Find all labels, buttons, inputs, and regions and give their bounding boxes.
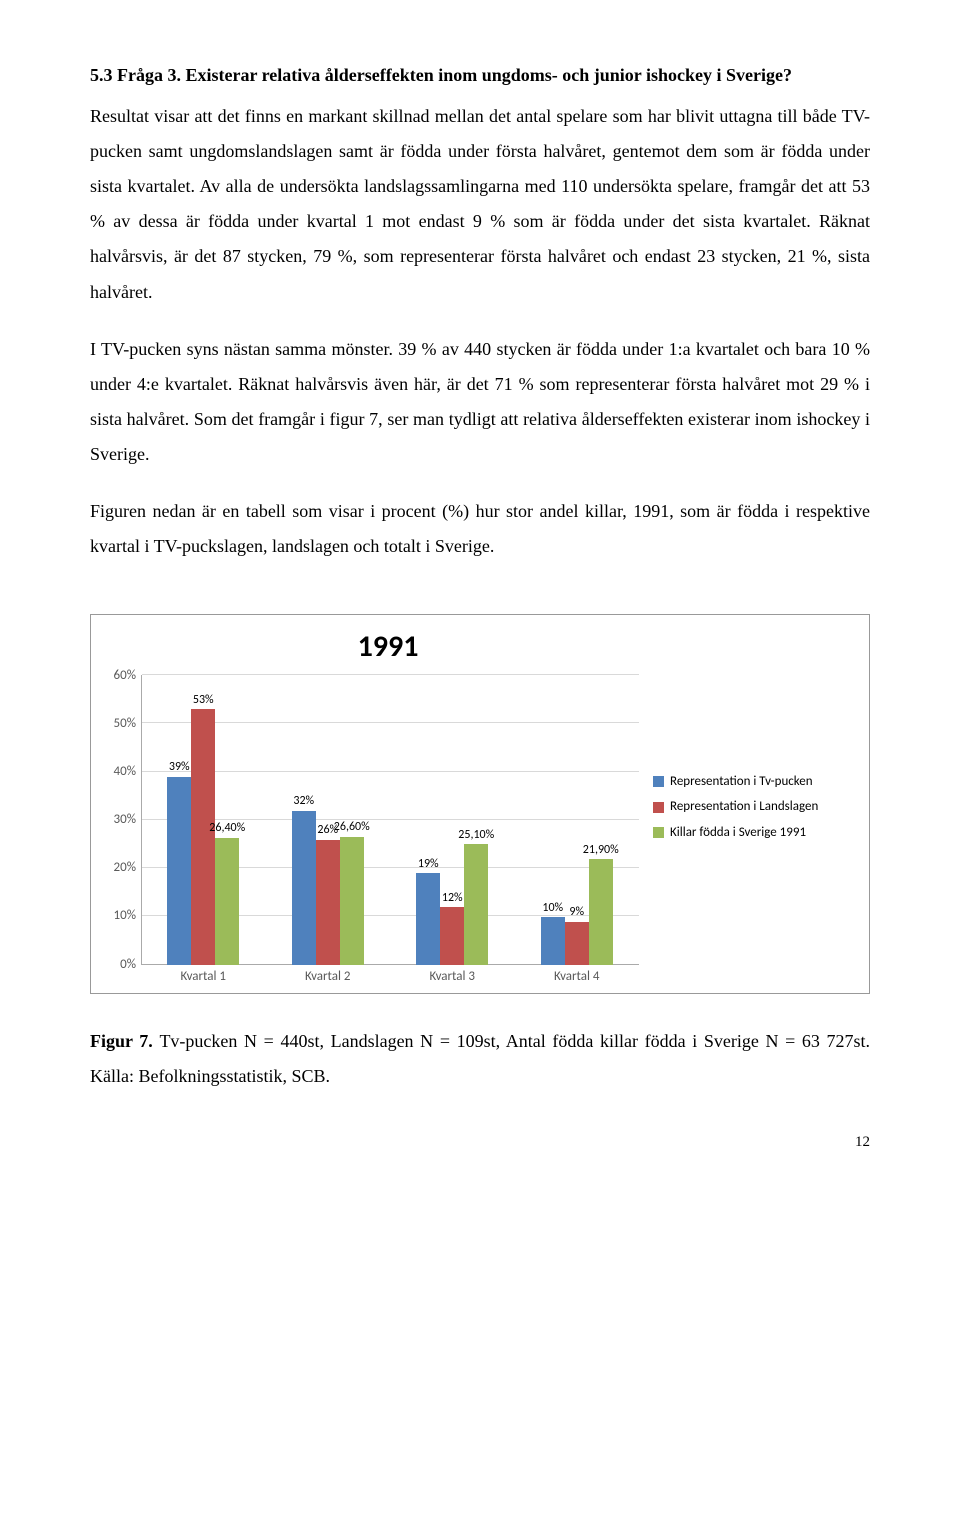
legend-label: Representation i Tv-pucken	[670, 774, 813, 790]
y-axis-label: 30%	[114, 812, 142, 828]
bar: 39%	[167, 777, 191, 966]
legend-item: Representation i Landslagen	[653, 799, 849, 815]
bar: 10%	[541, 917, 565, 965]
bar: 32%	[292, 811, 316, 966]
x-axis-label: Kvartal 3	[390, 965, 515, 985]
y-axis-label: 0%	[120, 956, 142, 972]
bar: 21,90%	[589, 859, 613, 965]
legend-item: Killar födda i Sverige 1991	[653, 825, 849, 841]
bar-value-label: 25,10%	[458, 828, 494, 844]
chart-plot: 0%10%20%30%40%50%60% 39%53%26,40%32%26%2…	[141, 675, 639, 965]
x-axis-label: Kvartal 4	[515, 965, 640, 985]
bar-value-label: 53%	[193, 693, 214, 709]
chart-legend: Representation i Tv-pucken Representation…	[639, 629, 849, 985]
legend-label: Killar födda i Sverige 1991	[670, 825, 806, 841]
paragraph-2: I TV-pucken syns nästan samma mönster. 3…	[90, 332, 870, 472]
bar-value-label: 26,60%	[334, 820, 370, 836]
paragraph-1: Resultat visar att det finns en markant …	[90, 99, 870, 310]
y-axis-label: 50%	[114, 716, 142, 732]
caption-body: Tv-pucken N = 440st, Landslagen N = 109s…	[90, 1031, 870, 1086]
bar-value-label: 10%	[542, 901, 563, 917]
legend-swatch	[653, 827, 664, 838]
bar-group: 10%9%21,90%	[515, 675, 640, 965]
bar: 26,60%	[340, 837, 364, 966]
legend-swatch	[653, 776, 664, 787]
bar-value-label: 32%	[293, 794, 314, 810]
bar: 19%	[416, 873, 440, 965]
paragraph-3: Figuren nedan är en tabell som visar i p…	[90, 494, 870, 564]
bar-group: 39% 53% 26,40%	[141, 675, 266, 965]
bar: 9%	[565, 922, 589, 966]
x-axis-label: Kvartal 1	[141, 965, 266, 985]
section-heading: 5.3 Fråga 3. Existerar relativa åldersef…	[90, 58, 870, 93]
y-axis-label: 60%	[114, 667, 142, 683]
legend-swatch	[653, 802, 664, 813]
y-axis-label: 20%	[114, 860, 142, 876]
bar-value-label: 39%	[169, 760, 190, 776]
legend-item: Representation i Tv-pucken	[653, 774, 849, 790]
bar-value-label: 26,40%	[209, 821, 245, 837]
figure-caption: Figur 7. Tv-pucken N = 440st, Landslagen…	[90, 1024, 870, 1094]
caption-prefix: Figur 7.	[90, 1031, 159, 1051]
bar-value-label: 9%	[569, 905, 584, 921]
chart-1991: 1991 0% 10% 20% 30% 40% 50% 60% 39% 53% 26,40% 32…	[90, 614, 870, 994]
x-axis-label: Kvartal 2	[266, 965, 391, 985]
bar: 26%	[316, 840, 340, 966]
bar: 12%	[440, 907, 464, 965]
chart-title: 1991	[97, 629, 639, 665]
y-axis-label: 40%	[114, 764, 142, 780]
bar-value-label: 12%	[442, 891, 463, 907]
bar-group: 32%26%26,60%	[266, 675, 391, 965]
y-axis-label: 10%	[114, 908, 142, 924]
bar: 25,10%	[464, 844, 488, 965]
bar-value-label: 19%	[418, 857, 439, 873]
bar-value-label: 21,90%	[583, 843, 619, 859]
page-number: 12	[90, 1128, 870, 1157]
bar: 26,40%	[215, 838, 239, 966]
legend-label: Representation i Landslagen	[670, 799, 818, 815]
bar-group: 19%12%25,10%	[390, 675, 515, 965]
